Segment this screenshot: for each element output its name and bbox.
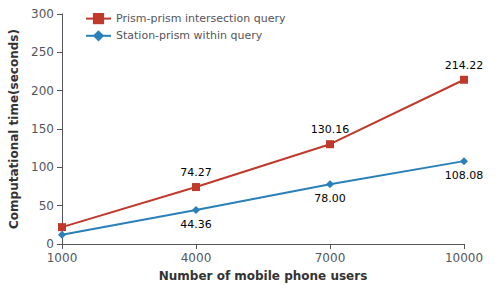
- svg-text:200: 200: [31, 84, 54, 98]
- svg-text:1000: 1000: [47, 251, 78, 265]
- svg-text:130.16: 130.16: [311, 123, 350, 136]
- svg-text:Station-prism within query: Station-prism within query: [116, 29, 263, 42]
- svg-text:0: 0: [46, 237, 54, 251]
- svg-text:250: 250: [31, 45, 54, 59]
- svg-text:78.00: 78.00: [314, 192, 346, 205]
- svg-text:214.22: 214.22: [445, 59, 484, 72]
- svg-text:10000: 10000: [445, 251, 483, 265]
- svg-text:108.08: 108.08: [445, 169, 484, 182]
- svg-text:Number of mobile phone users: Number of mobile phone users: [159, 269, 368, 283]
- svg-text:150: 150: [31, 122, 54, 136]
- svg-text:4000: 4000: [181, 251, 212, 265]
- svg-text:44.36: 44.36: [180, 218, 212, 231]
- svg-text:7000: 7000: [315, 251, 346, 265]
- svg-text:Computational time(seconds): Computational time(seconds): [7, 29, 21, 229]
- svg-text:74.27: 74.27: [180, 166, 212, 179]
- svg-text:100: 100: [31, 160, 54, 174]
- svg-text:Prism-prism intersection query: Prism-prism intersection query: [116, 12, 286, 25]
- svg-text:50: 50: [39, 199, 54, 213]
- svg-text:300: 300: [31, 7, 54, 21]
